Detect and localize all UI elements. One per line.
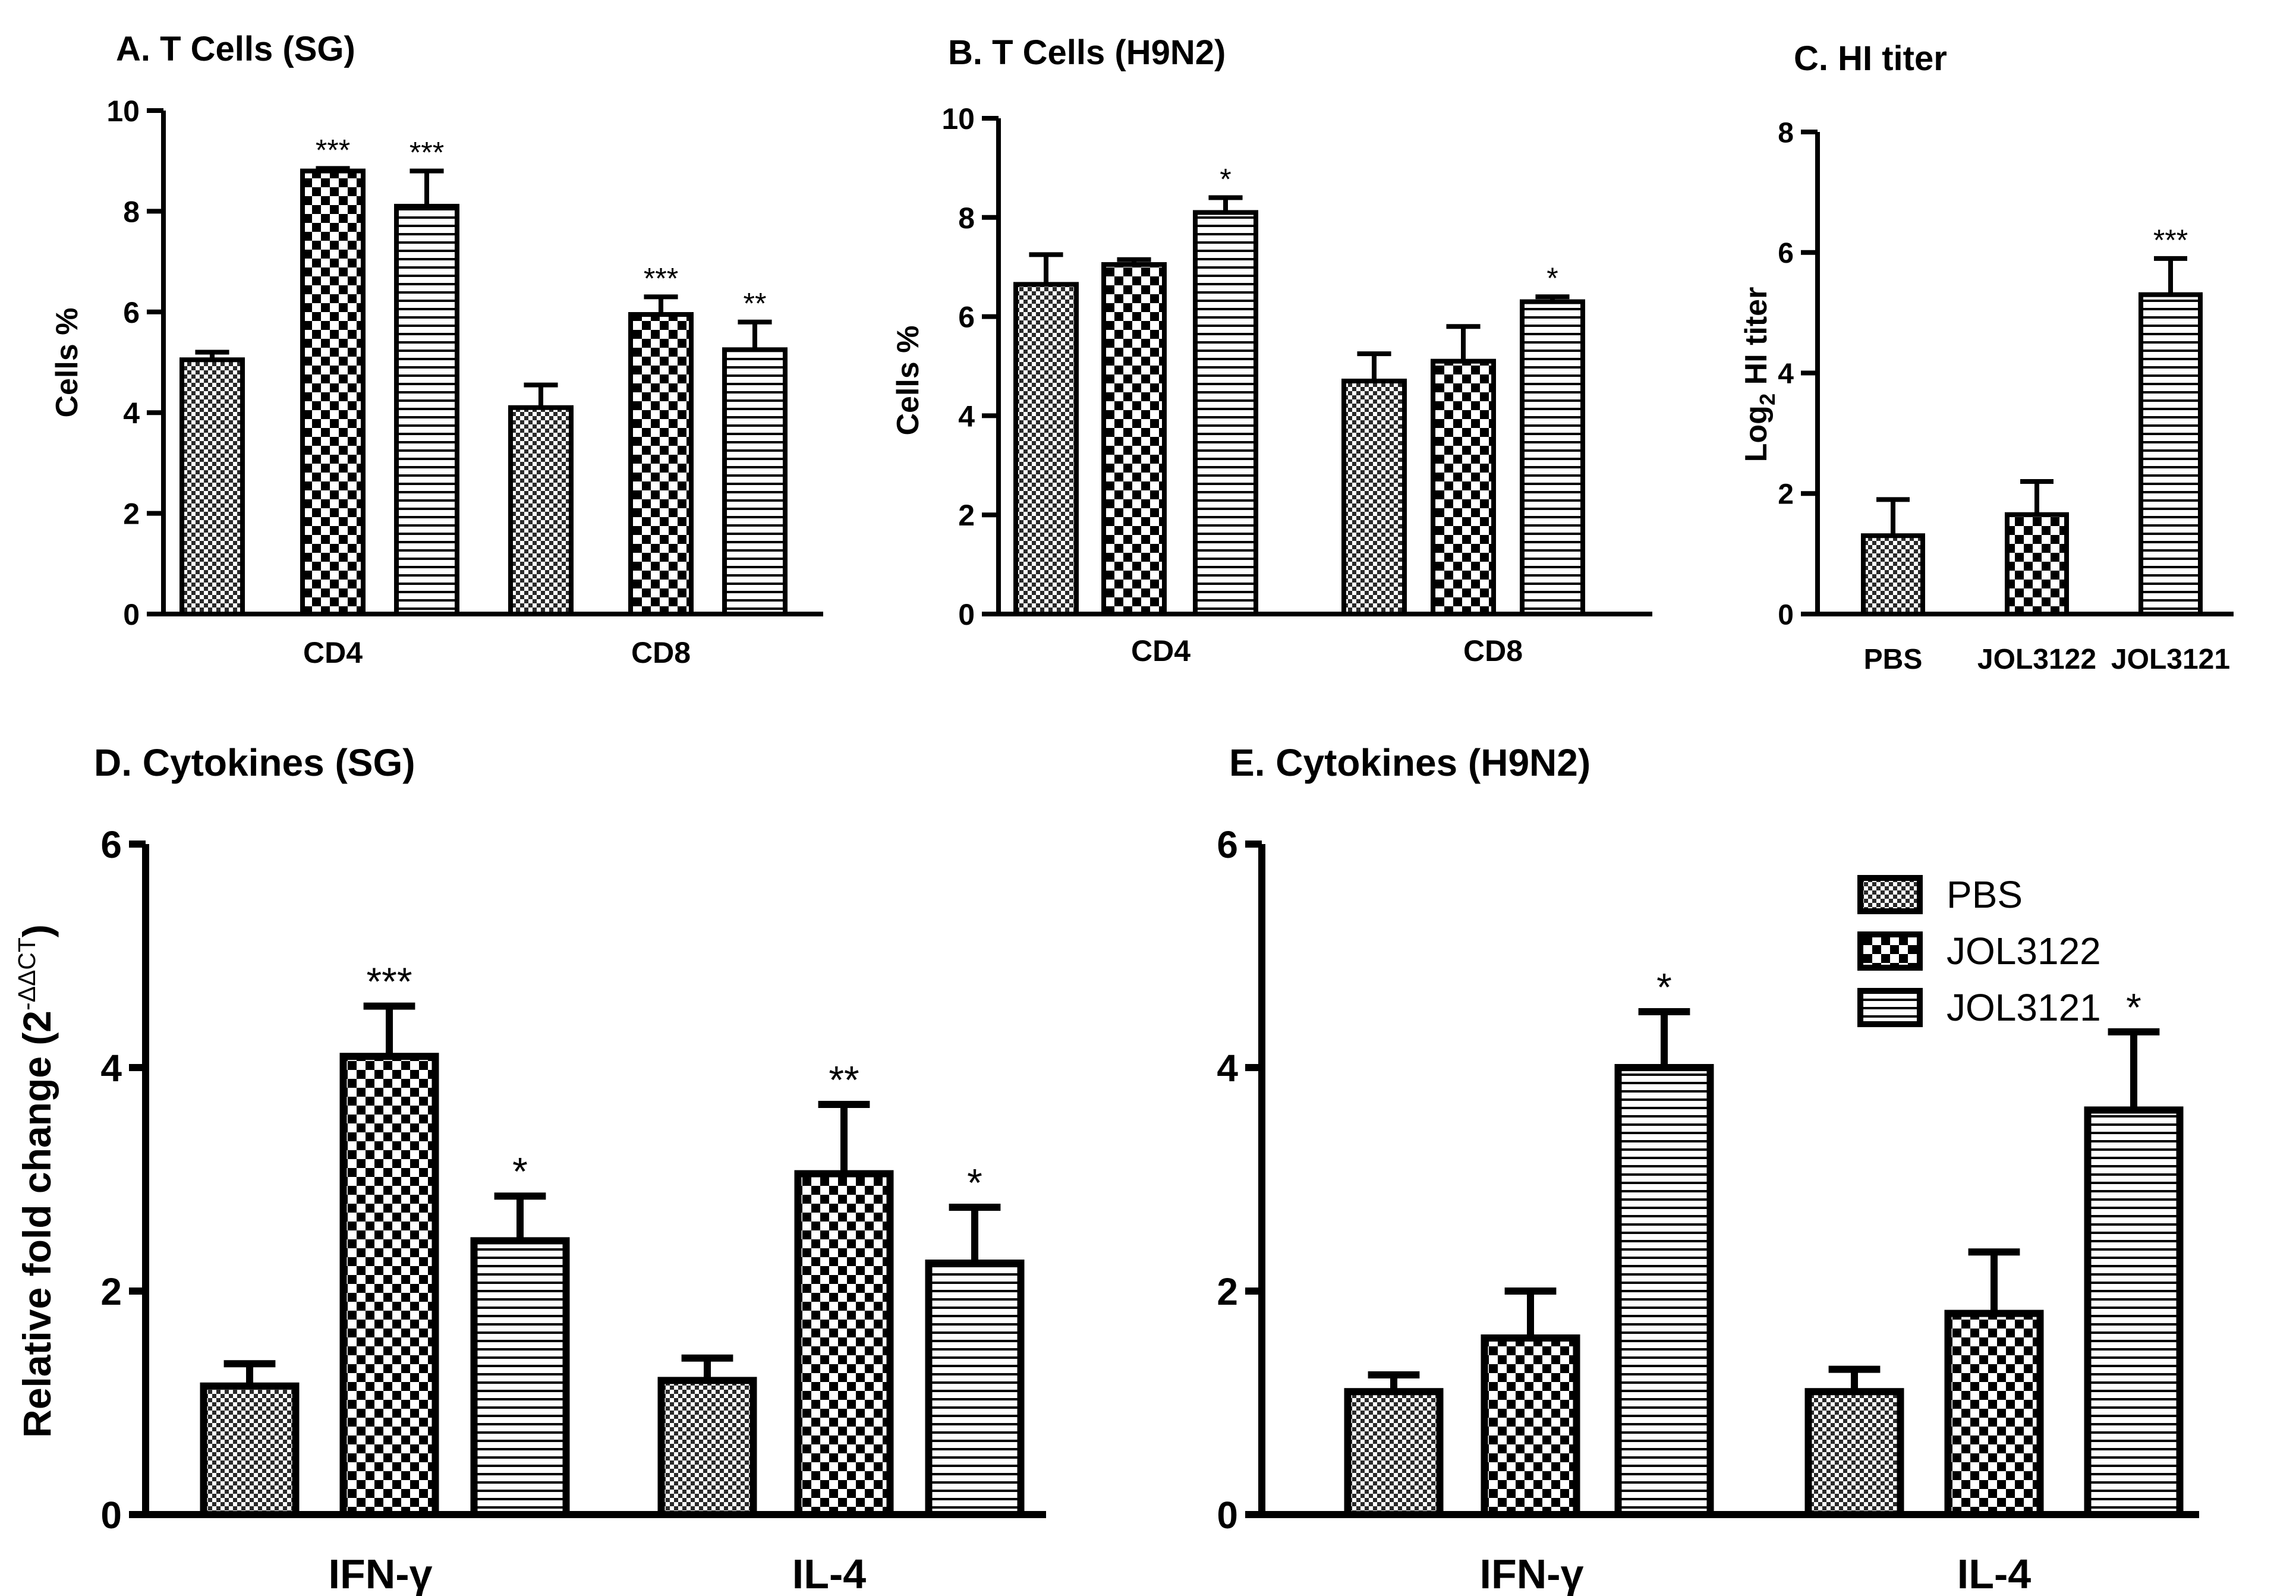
- y-axis-label: Cells %: [891, 326, 925, 436]
- y-tick-label: 0: [100, 1494, 122, 1537]
- category-label: IFN-γ: [329, 1551, 433, 1596]
- panel-b-tcells-h9n2: B. T Cells (H9N2) 0 2 4 6 8 10 Cells % CD4 CD8 * *: [891, 33, 1652, 668]
- y-tick-label: 0: [123, 598, 140, 631]
- y-tick-label: 0: [1778, 599, 1794, 631]
- panel-title: C. HI titer: [1794, 39, 1947, 78]
- y-tick-label: 0: [1217, 1494, 1238, 1537]
- y-tick-label: 10: [941, 102, 975, 136]
- significance-stars: ***: [316, 133, 350, 166]
- bar: [179, 357, 245, 616]
- category-label: IL-4: [792, 1551, 867, 1596]
- significance-stars: *: [2126, 985, 2141, 1029]
- y-tick-label: 6: [123, 296, 140, 329]
- y-tick-label: 2: [1217, 1270, 1238, 1313]
- y-tick-label: 0: [958, 598, 975, 631]
- bar: [1861, 533, 1925, 617]
- bar: [339, 1053, 439, 1518]
- y-tick-label: 8: [958, 202, 975, 235]
- significance-stars: *: [967, 1161, 982, 1205]
- y-tick-label: 10: [106, 95, 140, 128]
- panel-title: E. Cytokines (H9N2): [1229, 741, 1590, 784]
- significance-stars: ***: [2153, 223, 2188, 257]
- bar: [1481, 1334, 1580, 1518]
- significance-stars: *: [1220, 162, 1231, 196]
- legend-label: PBS: [1947, 873, 2023, 916]
- bar: [300, 168, 366, 616]
- legend-swatch: [1857, 875, 1923, 914]
- category-label: JOL3122: [1977, 644, 2096, 675]
- panel-title: B. T Cells (H9N2): [948, 33, 1226, 72]
- bar: [1944, 1309, 2044, 1519]
- category-label: IL-4: [1957, 1551, 2032, 1596]
- legend-swatch: [1857, 931, 1923, 971]
- bar: [394, 203, 459, 616]
- significance-stars: *: [512, 1150, 528, 1194]
- bar: [1520, 299, 1585, 616]
- y-axis-label: Relative fold change (2-ΔΔCT): [13, 924, 59, 1438]
- bar: [2138, 292, 2203, 616]
- bar: [657, 1377, 757, 1518]
- significance-stars: **: [744, 287, 767, 320]
- y-tick-label: 4: [958, 399, 975, 433]
- category-label: CD4: [1131, 634, 1190, 668]
- bar: [2084, 1106, 2184, 1518]
- category-label: CD4: [303, 636, 363, 669]
- y-tick-label: 2: [958, 499, 975, 532]
- y-tick-label: 4: [1217, 1047, 1238, 1090]
- category-label: JOL3121: [2111, 644, 2230, 675]
- bar: [794, 1170, 894, 1518]
- y-tick-label: 6: [1217, 823, 1238, 866]
- panel-title: A. T Cells (SG): [116, 30, 355, 68]
- bar: [200, 1382, 300, 1519]
- bar: [2005, 512, 2069, 617]
- bar: [1431, 358, 1496, 616]
- bar: [1013, 282, 1079, 616]
- panel-d-cytokines-sg: D. Cytokines (SG) 0 2 4 6 Relative fold chang…: [13, 741, 1046, 1596]
- y-tick-label: 6: [958, 301, 975, 334]
- panel-title: D. Cytokines (SG): [94, 741, 415, 784]
- bar: [1804, 1388, 1904, 1518]
- bar: [1341, 379, 1407, 617]
- significance-stars: *: [1656, 965, 1672, 1009]
- bar: [1193, 210, 1258, 616]
- y-tick-label: 6: [1778, 238, 1794, 269]
- legend-label: JOL3122: [1947, 930, 2101, 972]
- legend-label: JOL3121: [1947, 986, 2101, 1029]
- panel-c-hi-titer: C. HI titer 0 2 4 6 8 Log2 HI titer PBS JOL3122 J…: [1739, 39, 2234, 675]
- bar: [1101, 262, 1167, 616]
- bar: [722, 347, 788, 616]
- legend: PBS JOL3122 JOL3121: [1857, 873, 2101, 1029]
- bar: [925, 1260, 1025, 1518]
- y-tick-label: 4: [1778, 358, 1794, 390]
- y-axis-label: Cells %: [50, 308, 84, 418]
- y-tick-label: 2: [100, 1270, 122, 1313]
- y-tick-label: 8: [123, 195, 140, 228]
- category-label: PBS: [1864, 644, 1923, 675]
- bar: [1614, 1064, 1714, 1518]
- bar: [508, 405, 574, 616]
- y-tick-label: 8: [1778, 117, 1794, 149]
- y-tick-label: 2: [123, 498, 140, 531]
- bar: [628, 312, 694, 616]
- y-tick-label: 6: [100, 823, 122, 866]
- category-label: CD8: [1463, 634, 1523, 668]
- y-tick-label: 4: [100, 1047, 122, 1090]
- panel-e-cytokines-h9n2: E. Cytokines (H9N2) 0 2 4 6 IFN-γ IL-4 * *: [1217, 741, 2199, 1596]
- y-axis-label: Log2 HI titer: [1739, 287, 1780, 462]
- significance-stars: *: [1547, 262, 1558, 295]
- category-label: CD8: [631, 636, 691, 669]
- significance-stars: ***: [410, 136, 444, 169]
- legend-swatch: [1857, 988, 1923, 1027]
- category-label: IFN-γ: [1480, 1551, 1584, 1596]
- significance-stars: ***: [366, 959, 412, 1003]
- significance-stars: **: [829, 1058, 859, 1102]
- bar: [1344, 1388, 1444, 1518]
- y-tick-label: 4: [123, 396, 140, 430]
- significance-stars: ***: [644, 262, 678, 295]
- y-tick-label: 2: [1778, 479, 1794, 511]
- bar: [470, 1237, 570, 1518]
